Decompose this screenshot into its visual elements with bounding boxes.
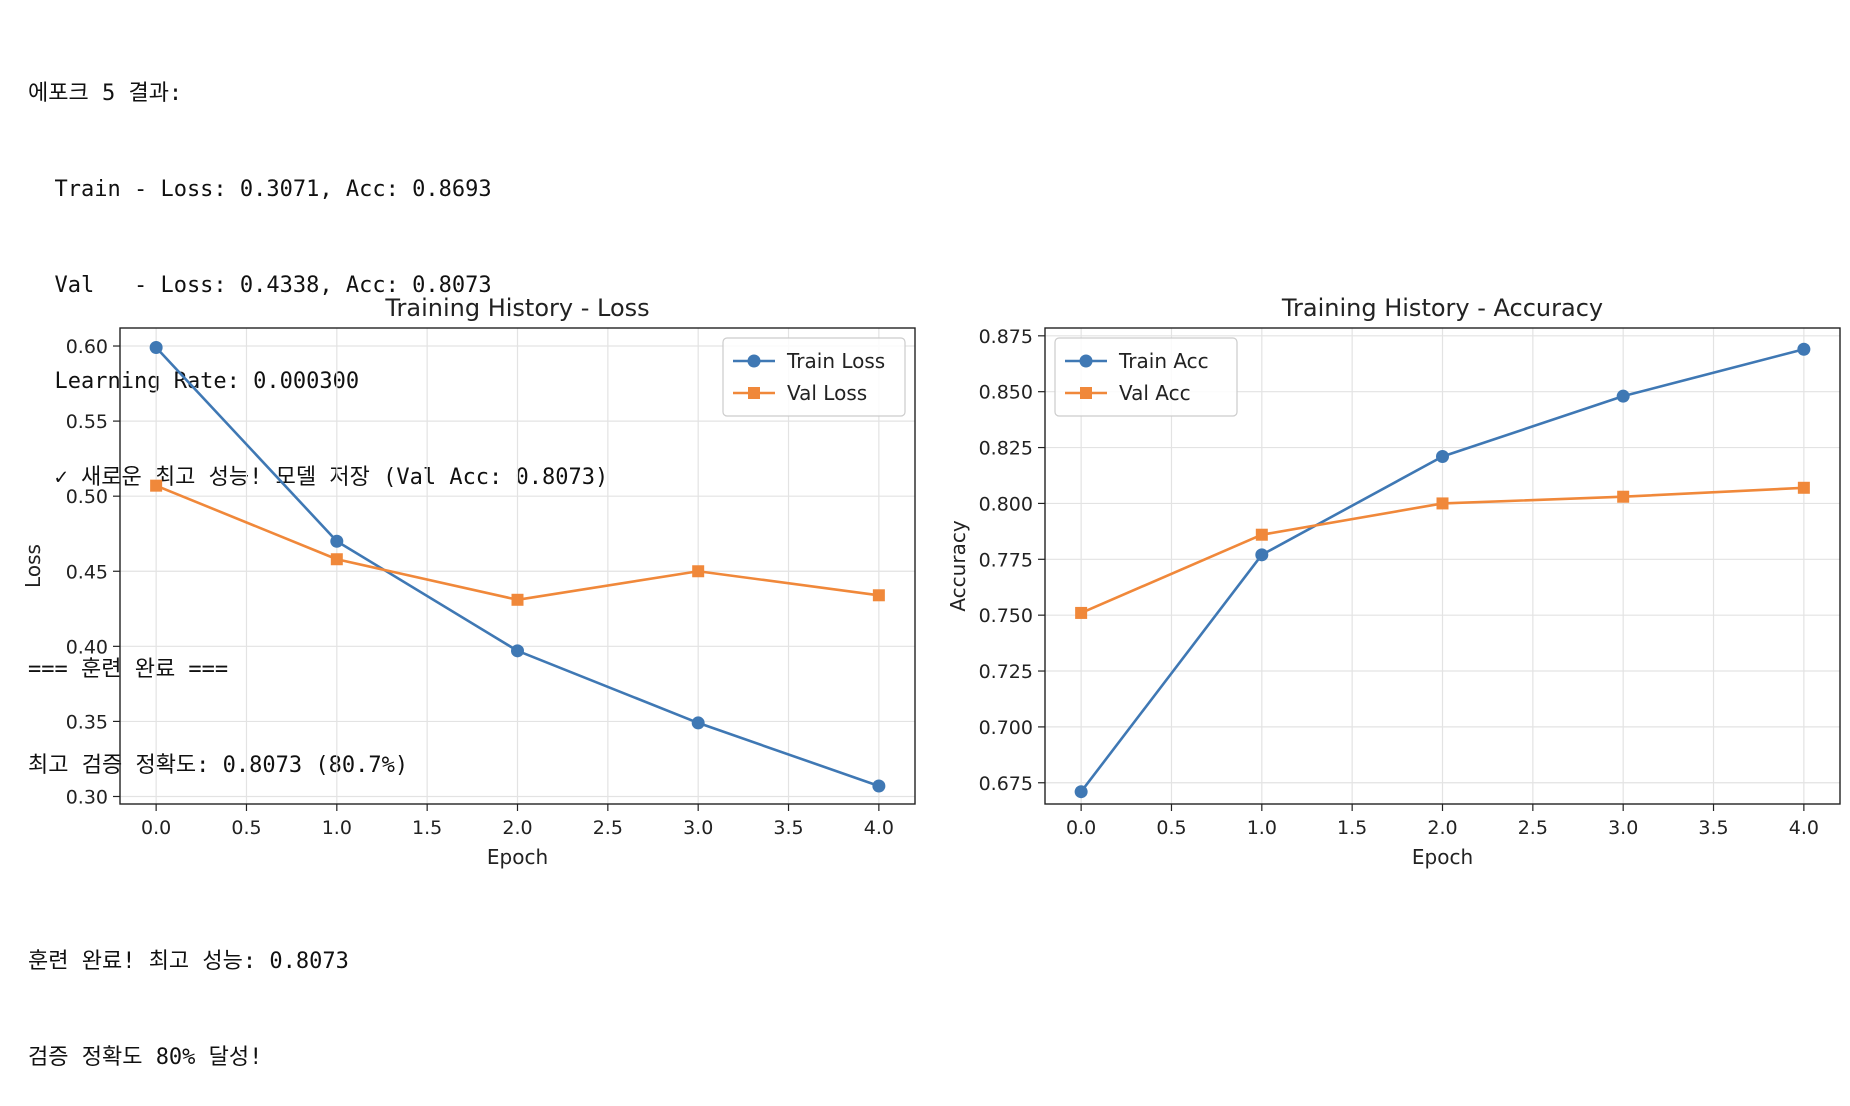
x-tick-label: 3.5 xyxy=(773,817,803,839)
x-tick-label: 2.5 xyxy=(593,817,623,839)
x-tick-label: 2.5 xyxy=(1518,817,1548,839)
chart-title: Training History - Loss xyxy=(384,294,649,322)
data-point xyxy=(692,565,705,578)
series-val-loss xyxy=(150,479,885,606)
data-point xyxy=(1617,490,1630,503)
y-tick-label: 0.775 xyxy=(979,549,1033,571)
data-point xyxy=(872,589,885,602)
y-tick-label: 0.40 xyxy=(66,636,108,658)
data-point xyxy=(150,479,163,492)
data-point xyxy=(511,644,524,658)
x-tick-label: 1.5 xyxy=(1337,817,1367,839)
data-point xyxy=(1255,548,1269,562)
console-output-bottom: 훈련 완료! 최고 성능: 0.8073 검증 정확도 80% 달성! xyxy=(28,882,349,1106)
legend-label: Train Loss xyxy=(786,349,885,373)
x-tick-label: 0.0 xyxy=(141,817,171,839)
data-point xyxy=(1074,785,1088,799)
y-axis-label: Loss xyxy=(21,544,45,588)
y-tick-label: 0.35 xyxy=(66,711,108,733)
x-tick-label: 4.0 xyxy=(864,817,894,839)
data-point xyxy=(1797,481,1810,494)
log-line: 훈련 완료! 최고 성능: 0.8073 xyxy=(28,949,349,974)
data-point xyxy=(511,593,524,606)
legend-box xyxy=(1054,337,1238,417)
x-tick-label: 1.5 xyxy=(412,817,442,839)
series-val-acc xyxy=(1075,481,1810,619)
x-tick-label: 0.5 xyxy=(1156,817,1186,839)
log-line: Val - Loss: 0.4338, Acc: 0.8073 xyxy=(28,273,492,298)
legend-label: Val Acc xyxy=(1119,381,1191,405)
y-tick-label: 0.55 xyxy=(66,411,108,433)
legend-swatch-marker xyxy=(1080,387,1092,399)
legend: Train Acc Val Acc xyxy=(1054,337,1238,417)
data-point xyxy=(149,341,163,355)
data-point xyxy=(1436,449,1449,463)
console-output-top: 에포크 5 결과: Train - Loss: 0.3071, Acc: 0.8… xyxy=(28,14,608,814)
legend-swatch-marker xyxy=(1079,354,1093,368)
x-tick-label: 3.0 xyxy=(683,817,713,839)
y-tick-label: 0.675 xyxy=(979,773,1033,795)
y-axis-label: Accuracy xyxy=(946,520,970,611)
log-line: 검증 정확도 80% 달성! xyxy=(28,1045,263,1070)
log-line: Train - Loss: 0.3071, Acc: 0.8693 xyxy=(28,177,492,202)
data-point xyxy=(1436,497,1449,510)
loss-chart: Training History - Loss 0.0 0.5 1.0 1.5 2.0 2.… xyxy=(21,294,916,869)
x-tick-label: 3.5 xyxy=(1698,817,1728,839)
plot-frame xyxy=(1044,327,1841,805)
y-tick-label: 0.30 xyxy=(66,786,108,808)
x-tick-label: 0.5 xyxy=(231,817,261,839)
x-tick-label: 3.0 xyxy=(1608,817,1638,839)
y-tick-label: 0.60 xyxy=(66,336,108,358)
plot-frame xyxy=(119,327,916,805)
data-point xyxy=(1797,342,1811,356)
x-tick-label: 2.0 xyxy=(502,817,532,839)
data-point xyxy=(691,716,705,730)
legend-box xyxy=(722,337,906,417)
x-tick-label: 1.0 xyxy=(1247,817,1277,839)
y-tick-label: 0.750 xyxy=(979,605,1033,627)
charts-area: Training History - Loss 0.0 0.5 1.0 1.5 2.0 2.… xyxy=(0,280,1850,870)
x-tick-label: 4.0 xyxy=(1789,817,1819,839)
series-train-loss xyxy=(149,341,886,793)
chart-title: Training History - Accuracy xyxy=(1281,294,1603,322)
data-point xyxy=(330,553,343,566)
x-axis-label: Epoch xyxy=(487,845,548,869)
legend-label: Train Acc xyxy=(1118,349,1209,373)
log-line: Learning Rate: 0.000300 xyxy=(28,369,360,394)
data-point xyxy=(872,779,886,793)
x-tick-label: 1.0 xyxy=(322,817,352,839)
y-tick-label: 0.45 xyxy=(66,561,108,583)
y-tick-label: 0.700 xyxy=(979,717,1033,739)
x-tick-label: 0.0 xyxy=(1066,817,1096,839)
legend-swatch-marker xyxy=(747,354,761,368)
legend-label: Val Loss xyxy=(787,381,867,405)
x-axis-label: Epoch xyxy=(1412,845,1473,869)
y-tick-label: 0.825 xyxy=(979,438,1033,460)
legend: Train Loss Val Loss xyxy=(722,337,906,417)
data-point xyxy=(330,534,344,548)
accuracy-chart: Training History - Accuracy 0.0 0.5 1.0 1.5 2… xyxy=(946,294,1841,869)
data-point xyxy=(1255,528,1268,541)
log-line: 에포크 5 결과: xyxy=(28,81,183,106)
y-tick-label: 0.50 xyxy=(66,486,108,508)
log-line: 최고 검증 정확도: 0.8073 (80.7%) xyxy=(28,753,409,778)
series-train-acc xyxy=(1074,342,1811,799)
log-line: === 훈련 완료 === xyxy=(28,657,229,682)
x-tick-label: 2.0 xyxy=(1427,817,1457,839)
y-tick-label: 0.725 xyxy=(979,661,1033,683)
y-tick-label: 0.875 xyxy=(979,326,1033,348)
y-tick-label: 0.800 xyxy=(979,493,1033,515)
data-point xyxy=(1616,389,1630,403)
data-point xyxy=(1075,606,1088,619)
log-line: ✓ 새로운 최고 성능! 모델 저장 (Val Acc: 0.8073) xyxy=(28,465,609,490)
y-tick-label: 0.850 xyxy=(979,382,1033,404)
legend-swatch-marker xyxy=(748,387,760,399)
